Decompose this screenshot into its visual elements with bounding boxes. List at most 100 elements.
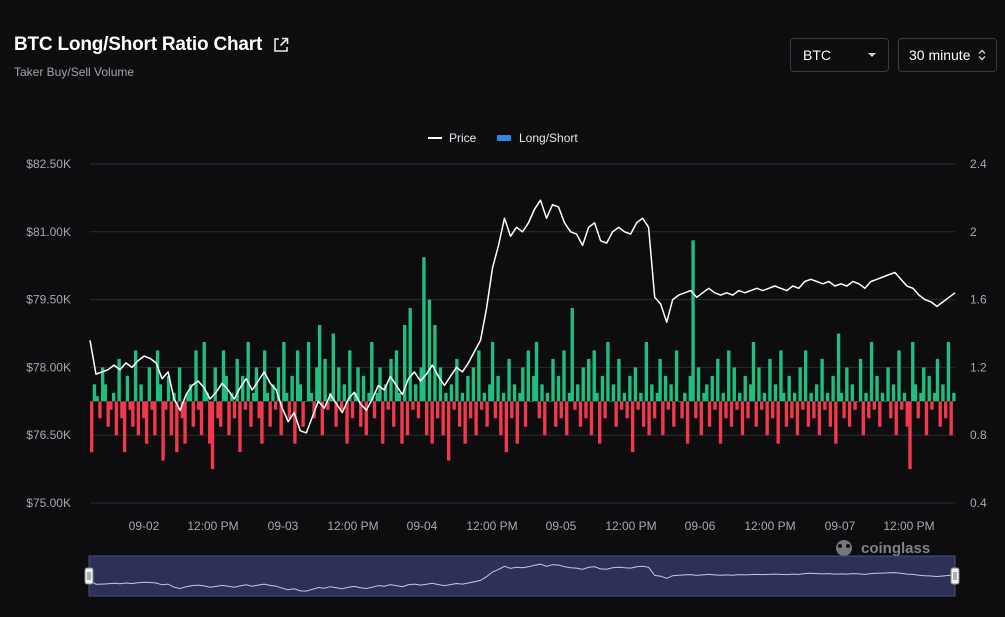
ratio-bar — [595, 392, 599, 402]
ratio-bar — [202, 341, 206, 402]
ratio-bar — [416, 401, 421, 419]
ratio-bar — [403, 325, 407, 402]
ratio-bar — [408, 308, 412, 402]
ratio-bar — [795, 401, 800, 436]
ratio-bar — [306, 341, 311, 402]
ratio-bar — [938, 401, 942, 427]
ratio-bar — [284, 392, 289, 402]
ratio-bar — [760, 401, 764, 410]
interval-select-value: 30 minute — [909, 47, 971, 63]
ratio-bar — [782, 392, 786, 402]
ratio-bar — [367, 392, 371, 402]
ratio-bar — [114, 401, 119, 436]
ratio-bar — [265, 392, 270, 402]
ratio-bar — [183, 401, 187, 444]
ratio-bar — [628, 375, 632, 402]
ratio-bar — [949, 401, 953, 436]
ratio-bar — [655, 392, 660, 402]
ratio-bar — [133, 350, 138, 402]
external-link-icon[interactable] — [272, 36, 290, 54]
ratio-bar — [482, 392, 487, 402]
ratio-bar — [161, 401, 165, 461]
ratio-bar — [507, 358, 511, 402]
x-tick-label: 09-05 — [546, 519, 577, 533]
ratio-bar — [155, 350, 160, 402]
ratio-bar — [666, 401, 671, 410]
x-tick-label: 12:00 PM — [744, 519, 795, 533]
ratio-bar — [122, 401, 127, 453]
ratio-bar — [839, 392, 844, 402]
ratio-bar — [880, 392, 885, 402]
ratio-bar — [106, 401, 110, 427]
ratio-bar — [776, 401, 780, 444]
ratio-bar — [573, 401, 577, 410]
ratio-bar — [139, 384, 143, 402]
ratio-bar — [345, 401, 349, 444]
ratio-bar — [847, 401, 852, 427]
ratio-bar — [883, 401, 887, 402]
ratio-bar — [337, 367, 341, 402]
ratio-bar — [150, 401, 154, 410]
x-tick-label: 09-04 — [407, 519, 438, 533]
ratio-bar — [952, 392, 956, 402]
ratio-bar — [902, 392, 907, 402]
ratio-bar — [611, 384, 616, 402]
ratio-bar — [460, 392, 465, 402]
x-tick-label: 12:00 PM — [187, 519, 238, 533]
y-right-tick-label: 2.4 — [970, 157, 987, 171]
ratio-bar — [603, 401, 607, 419]
y-left-tick-label: $78.00K — [26, 360, 71, 374]
ratio-bar — [359, 401, 363, 427]
ratio-bar — [323, 358, 327, 402]
ratio-bar — [221, 350, 226, 402]
ratio-bar — [853, 401, 857, 410]
ratio-bar — [919, 392, 923, 402]
ratio-bar — [746, 401, 750, 419]
ratio-bar — [361, 375, 366, 402]
ratio-bar — [191, 401, 195, 427]
ratio-bar — [246, 341, 250, 402]
y-right-tick-label: 0.8 — [970, 428, 987, 442]
legend-long-short[interactable]: Long/Short — [497, 131, 578, 145]
ratio-bar — [213, 367, 217, 402]
ratio-bar — [911, 341, 915, 402]
navigator-right-handle[interactable] — [950, 567, 960, 585]
ratio-bar — [405, 401, 410, 436]
x-axis: 09-02 12:00 PM 09-03 12:00 PM 09-04 12:00 PM 0… — [129, 519, 935, 533]
ratio-bar — [889, 401, 893, 419]
ratio-bar — [765, 401, 769, 436]
chevron-up-down-icon — [978, 49, 986, 61]
ratio-bar — [677, 401, 681, 402]
navigator-left-handle[interactable] — [84, 567, 94, 585]
ratio-bar — [372, 401, 377, 419]
ratio-bar — [425, 401, 429, 436]
coinglass-watermark: coinglass — [836, 540, 930, 557]
ratio-bar — [158, 384, 162, 402]
ratio-bar — [271, 384, 275, 402]
ratio-bar — [479, 401, 484, 410]
ratio-bar — [661, 401, 665, 436]
ratio-bar — [268, 401, 272, 427]
ratio-bar — [710, 375, 714, 402]
ratio-bar — [836, 333, 841, 402]
ratio-bar — [411, 401, 415, 410]
ratio-bar — [727, 350, 731, 402]
ratio-bar — [320, 401, 325, 436]
ratio-bar — [845, 367, 849, 402]
ratio-bar — [455, 358, 459, 402]
ratio-bar — [691, 240, 695, 402]
ratio-bar — [946, 341, 951, 402]
ratio-bar — [526, 350, 530, 402]
range-navigator[interactable] — [84, 555, 960, 597]
ratio-bar — [109, 401, 113, 410]
coin-select[interactable]: BTC — [790, 38, 889, 72]
ratio-bar — [924, 401, 929, 436]
ratio-bar — [164, 401, 168, 410]
legend-price[interactable]: Price — [428, 131, 477, 145]
ratio-bar — [850, 384, 854, 402]
ratio-bar — [792, 392, 797, 402]
ratio-bar — [518, 392, 522, 402]
interval-select[interactable]: 30 minute — [898, 38, 997, 72]
ratio-bar — [194, 350, 198, 402]
